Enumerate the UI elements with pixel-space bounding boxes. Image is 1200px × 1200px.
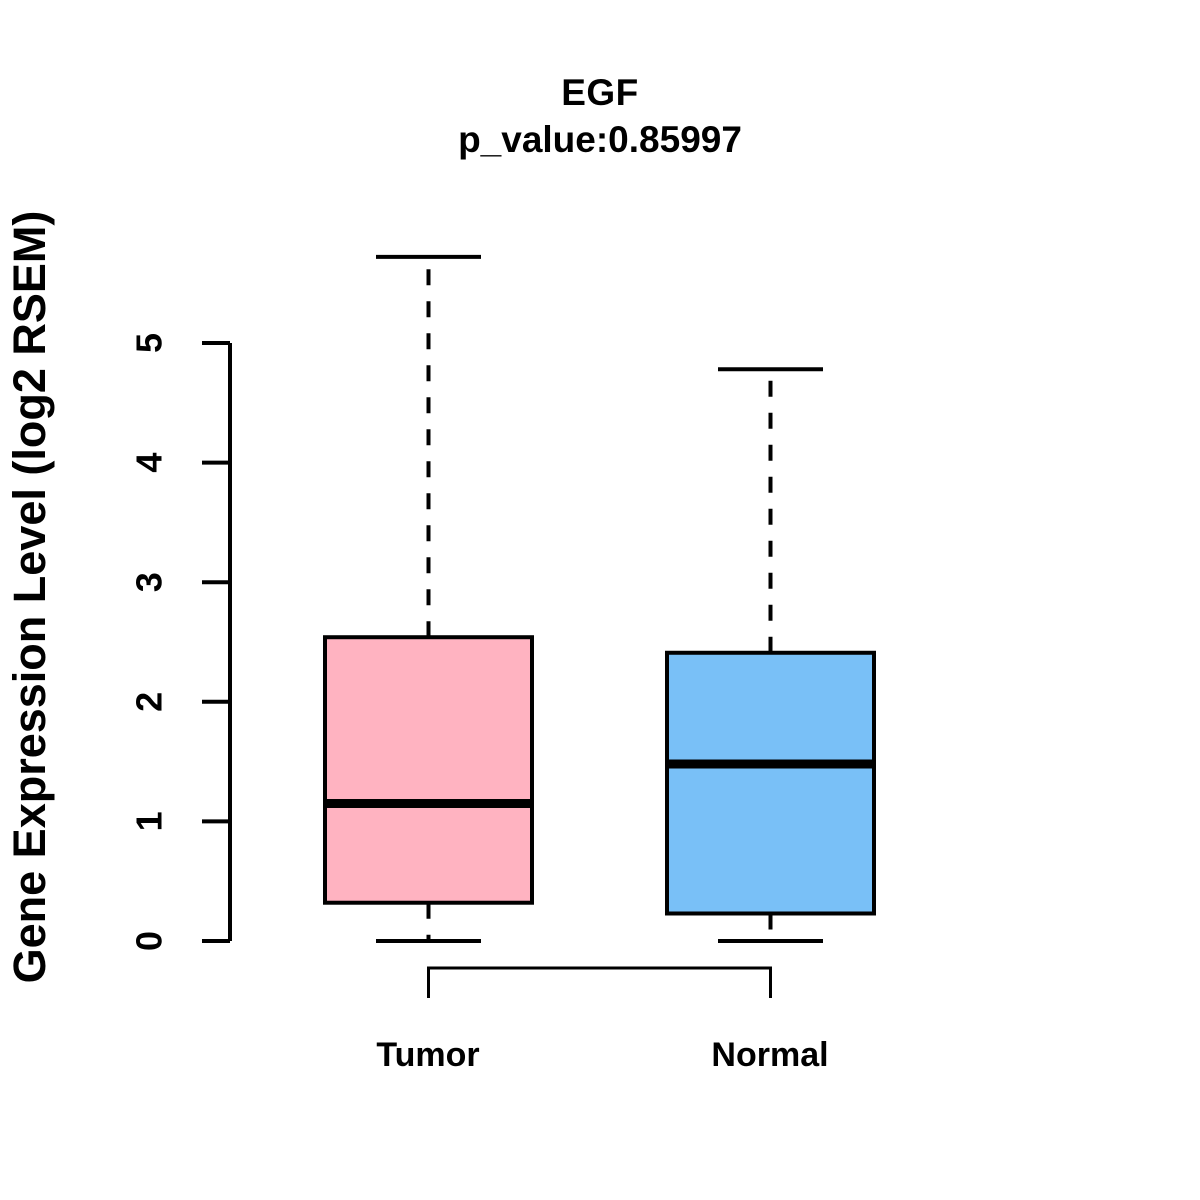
- y-axis-tick-label-3: 3: [129, 572, 170, 592]
- y-axis-tick-label-0: 0: [129, 931, 170, 951]
- iqr-box-normal: [665, 650, 876, 916]
- chart-title: EGF: [561, 72, 639, 113]
- x-axis-label-normal: Normal: [711, 1036, 829, 1074]
- comparison-bracket: [427, 966, 772, 998]
- p-value-subtitle: p_value:0.85997: [458, 119, 742, 160]
- y-axis-tick-label-1: 1: [129, 811, 170, 831]
- y-axis-tick-label-4: 4: [129, 453, 170, 473]
- x-axis-label-tumor: Tumor: [376, 1036, 480, 1074]
- y-axis-tick-label-5: 5: [129, 333, 170, 353]
- iqr-box-tumor: [323, 635, 534, 905]
- y-axis-tick-label-2: 2: [129, 692, 170, 712]
